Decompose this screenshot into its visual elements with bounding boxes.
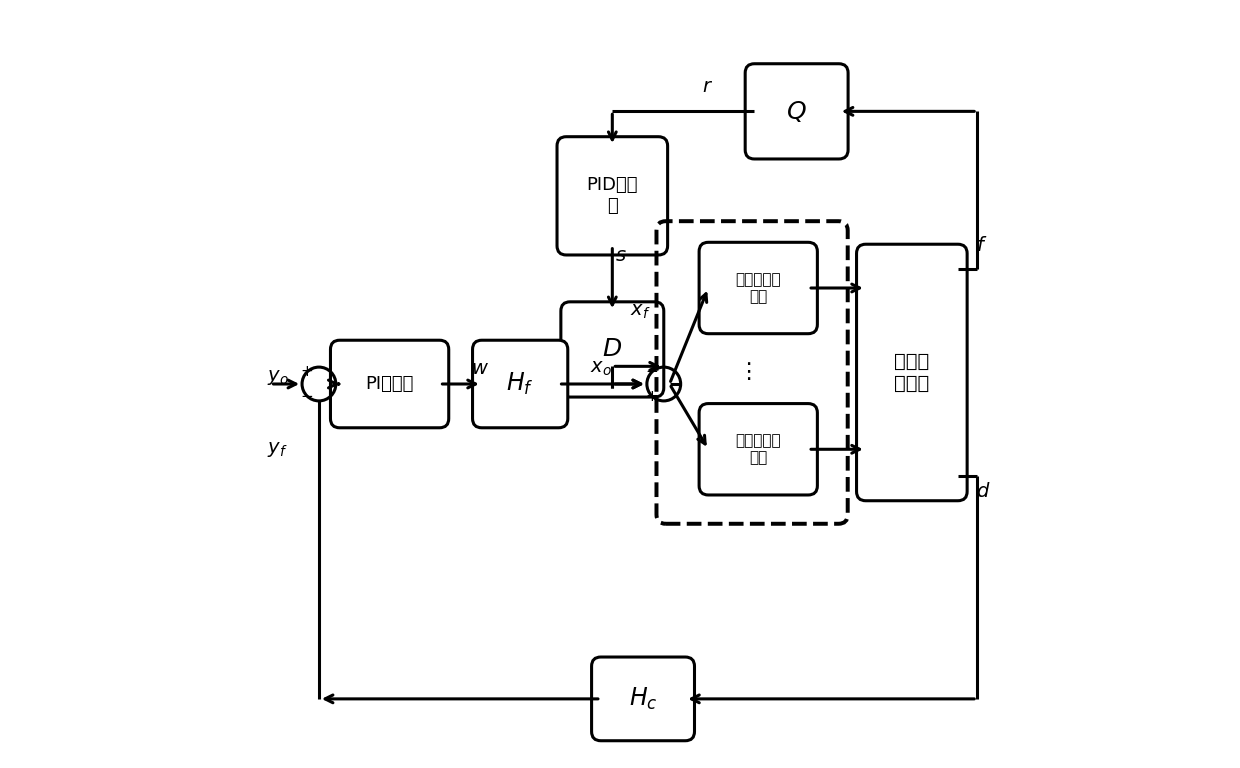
Text: $D$: $D$ xyxy=(603,337,622,362)
Text: $x_o$: $x_o$ xyxy=(590,359,611,378)
FancyBboxPatch shape xyxy=(331,340,449,428)
FancyBboxPatch shape xyxy=(699,243,817,334)
Text: −: − xyxy=(645,364,658,379)
FancyBboxPatch shape xyxy=(857,244,967,501)
Text: 双电液
振动台: 双电液 振动台 xyxy=(894,352,930,393)
Text: $H_c$: $H_c$ xyxy=(629,686,657,712)
Text: $w$: $w$ xyxy=(471,359,490,378)
Text: $y_f$: $y_f$ xyxy=(267,440,288,458)
FancyBboxPatch shape xyxy=(472,340,568,428)
Text: PID控制
器: PID控制 器 xyxy=(587,177,639,215)
Text: 十号阀控缸
机构: 十号阀控缸 机构 xyxy=(735,433,781,465)
FancyBboxPatch shape xyxy=(560,302,663,397)
Text: $s$: $s$ xyxy=(615,246,626,265)
Text: $f$: $f$ xyxy=(976,237,987,255)
Text: $d$: $d$ xyxy=(976,482,990,501)
Text: $y_o$: $y_o$ xyxy=(267,369,289,387)
FancyBboxPatch shape xyxy=(591,657,694,740)
Text: +: + xyxy=(645,389,658,404)
Text: $Q$: $Q$ xyxy=(786,99,807,124)
Text: $H_f$: $H_f$ xyxy=(506,371,534,397)
Text: 一号阀控缸
机构: 一号阀控缸 机构 xyxy=(735,272,781,304)
FancyBboxPatch shape xyxy=(745,64,848,159)
FancyBboxPatch shape xyxy=(699,404,817,495)
Text: +: + xyxy=(300,364,312,379)
Text: $r$: $r$ xyxy=(702,77,713,96)
Text: ⋮: ⋮ xyxy=(737,362,759,382)
Text: PI控制器: PI控制器 xyxy=(366,375,414,393)
FancyBboxPatch shape xyxy=(557,137,667,255)
Text: $x_f$: $x_f$ xyxy=(630,302,651,320)
Text: −: − xyxy=(300,389,312,404)
